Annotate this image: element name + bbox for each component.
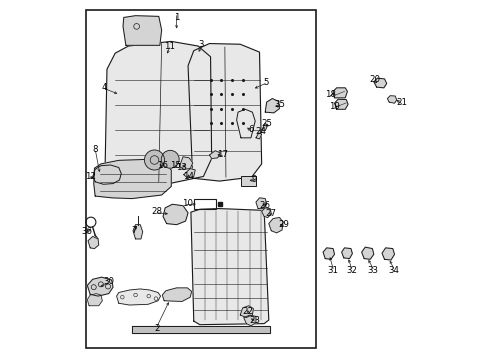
Bar	[85, 10, 315, 348]
Text: 33: 33	[367, 266, 378, 275]
Text: 27: 27	[265, 209, 276, 218]
Polygon shape	[240, 306, 253, 318]
Polygon shape	[133, 225, 142, 239]
Polygon shape	[105, 41, 211, 184]
Polygon shape	[386, 96, 396, 103]
Text: 23: 23	[248, 315, 260, 324]
Polygon shape	[188, 44, 261, 181]
Text: 2: 2	[154, 324, 160, 333]
Bar	[241, 176, 255, 186]
Text: 36: 36	[81, 227, 93, 236]
Bar	[193, 199, 216, 209]
Circle shape	[161, 150, 179, 168]
Polygon shape	[179, 157, 192, 169]
Polygon shape	[361, 247, 373, 259]
Polygon shape	[373, 78, 386, 88]
Text: 32: 32	[346, 266, 356, 275]
Text: 24: 24	[255, 127, 265, 136]
Text: 22: 22	[242, 307, 253, 316]
Polygon shape	[261, 123, 267, 131]
Text: 31: 31	[327, 266, 338, 275]
Polygon shape	[93, 165, 121, 184]
Polygon shape	[94, 159, 171, 199]
Text: 14: 14	[182, 172, 193, 181]
Polygon shape	[190, 208, 268, 325]
Text: 4: 4	[102, 83, 107, 92]
Text: 3: 3	[199, 40, 204, 49]
Polygon shape	[209, 151, 220, 158]
Polygon shape	[236, 109, 255, 138]
Polygon shape	[268, 217, 283, 233]
Polygon shape	[334, 99, 347, 109]
Text: 10: 10	[182, 199, 192, 208]
Polygon shape	[381, 248, 394, 260]
Text: 20: 20	[368, 76, 380, 85]
Polygon shape	[341, 248, 352, 258]
Text: 17: 17	[216, 150, 227, 159]
Polygon shape	[183, 168, 195, 178]
Polygon shape	[87, 277, 113, 296]
Text: 1: 1	[174, 13, 179, 22]
Text: 30: 30	[103, 277, 114, 286]
Text: 7: 7	[131, 225, 136, 234]
Text: 18: 18	[324, 90, 335, 99]
Polygon shape	[244, 315, 255, 326]
Text: 19: 19	[329, 102, 340, 111]
Text: 5: 5	[263, 78, 268, 87]
Polygon shape	[323, 248, 334, 259]
Polygon shape	[255, 198, 266, 208]
Text: 15: 15	[170, 161, 181, 170]
Circle shape	[144, 150, 164, 170]
Polygon shape	[264, 99, 279, 113]
Polygon shape	[163, 204, 188, 225]
Text: 25: 25	[261, 120, 272, 129]
Text: 34: 34	[387, 266, 399, 275]
Polygon shape	[255, 133, 261, 139]
Text: 29: 29	[278, 220, 288, 229]
Polygon shape	[87, 294, 102, 306]
Polygon shape	[88, 237, 99, 249]
Text: 12: 12	[84, 172, 96, 181]
Text: 11: 11	[163, 41, 175, 50]
Text: 21: 21	[395, 98, 407, 107]
Text: 8: 8	[92, 145, 98, 154]
Text: 26: 26	[259, 201, 270, 210]
Polygon shape	[261, 208, 271, 217]
Text: 28: 28	[151, 207, 162, 216]
Polygon shape	[162, 288, 191, 301]
Text: 13: 13	[176, 163, 187, 172]
Text: 35: 35	[274, 100, 285, 109]
Polygon shape	[332, 88, 346, 98]
Polygon shape	[123, 16, 162, 45]
Text: 6: 6	[248, 126, 253, 135]
Text: 9: 9	[251, 175, 257, 184]
Polygon shape	[132, 327, 270, 333]
Polygon shape	[116, 289, 160, 305]
Text: 16: 16	[157, 161, 167, 170]
